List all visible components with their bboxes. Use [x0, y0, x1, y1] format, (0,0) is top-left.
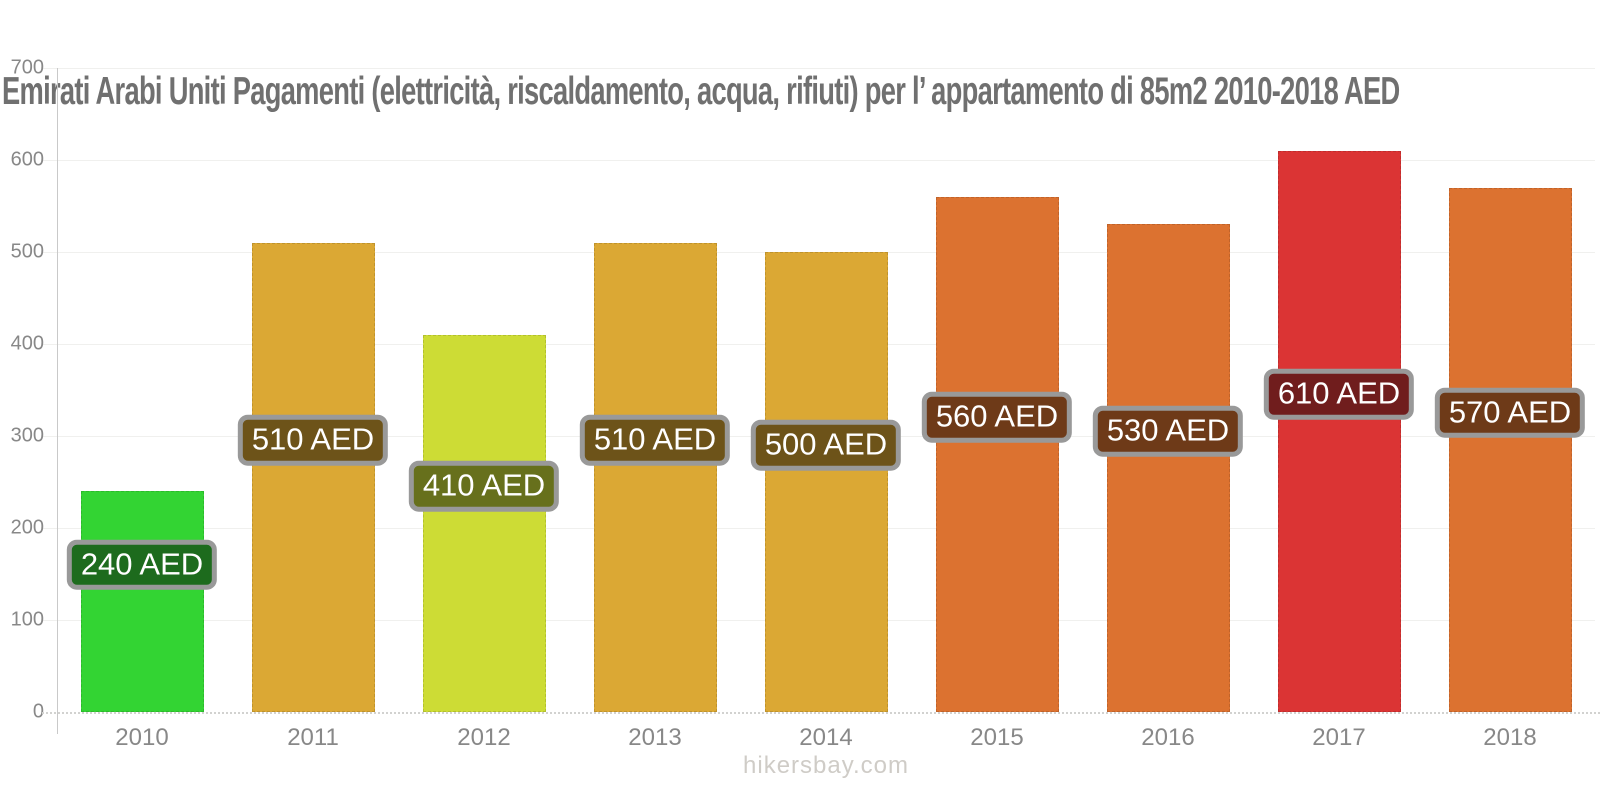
- bar-2013: [593, 242, 717, 712]
- gridline-600: [42, 160, 1595, 161]
- x-tick-label-2010: 2010: [115, 724, 169, 751]
- gridline-700: [42, 68, 1595, 69]
- x-tick-label-2018: 2018: [1483, 724, 1537, 751]
- bar-value-label-2010: 240 AED: [66, 539, 218, 590]
- bar-2017: [1277, 150, 1401, 712]
- bar-2015: [935, 196, 1059, 712]
- x-tick-label-2011: 2011: [287, 724, 339, 751]
- y-tick-label-0: 0: [32, 700, 44, 723]
- bar-value-label-2015: 560 AED: [921, 392, 1073, 443]
- y-tick-label-400: 400: [10, 332, 44, 355]
- bar-2011: [251, 242, 375, 712]
- y-tick-label-600: 600: [10, 148, 44, 171]
- x-tick-label-2013: 2013: [628, 724, 682, 751]
- bar-value-label-2014: 500 AED: [750, 419, 902, 471]
- y-axis-line: [57, 68, 58, 734]
- x-tick-label-2012: 2012: [457, 724, 511, 751]
- x-axis-baseline: [42, 712, 1600, 714]
- bar-2018: [1448, 187, 1572, 712]
- chart-title: Emirati Arabi Uniti Pagamenti (elettrici…: [2, 70, 1400, 113]
- bar-2010: [80, 491, 204, 712]
- y-tick-label-500: 500: [10, 240, 44, 263]
- bar-value-label-2013: 510 AED: [579, 415, 731, 466]
- y-tick-label-300: 300: [10, 424, 44, 447]
- x-tick-label-2016: 2016: [1141, 724, 1195, 751]
- bar-2016: [1106, 224, 1230, 712]
- footer-watermark: hikersbay.com: [743, 752, 909, 779]
- y-tick-label-100: 100: [10, 608, 44, 631]
- y-tick-label-200: 200: [10, 516, 44, 539]
- bar-value-label-2011: 510 AED: [237, 415, 389, 466]
- y-tick-label-700: 700: [10, 56, 44, 79]
- x-tick-label-2017: 2017: [1312, 724, 1366, 751]
- bar-2012: [422, 334, 546, 712]
- bar-value-label-2012: 410 AED: [408, 461, 560, 512]
- x-tick-label-2014: 2014: [799, 724, 853, 751]
- bar-value-label-2017: 610 AED: [1263, 369, 1415, 420]
- bar-2014: [764, 252, 888, 712]
- bar-value-label-2016: 530 AED: [1092, 405, 1244, 457]
- x-tick-label-2015: 2015: [970, 724, 1024, 751]
- bar-value-label-2018: 570 AED: [1434, 387, 1586, 439]
